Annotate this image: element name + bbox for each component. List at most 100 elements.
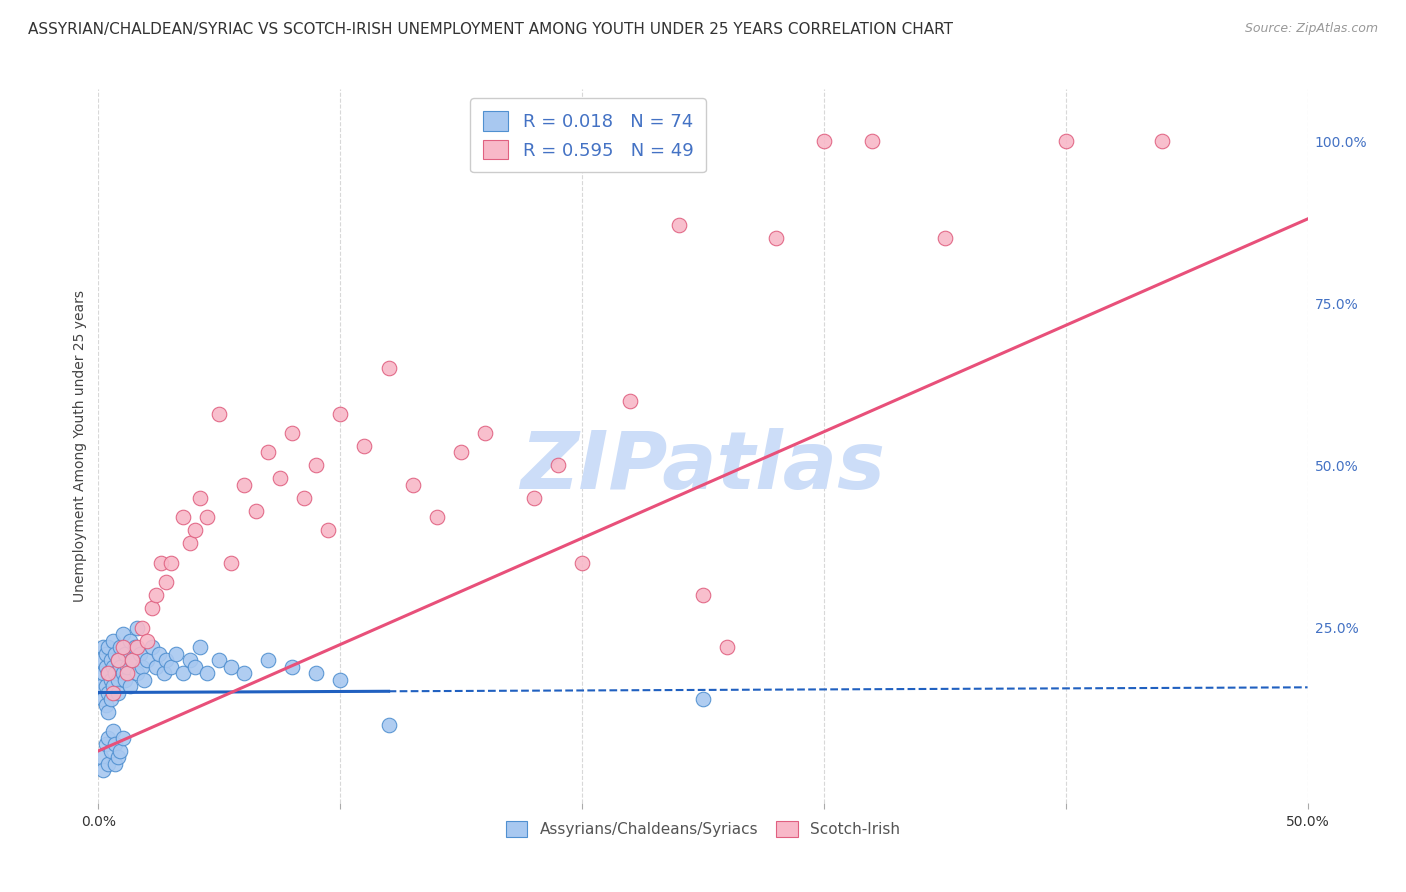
Point xyxy=(860,134,883,148)
Point xyxy=(547,458,569,473)
Point xyxy=(128,647,150,661)
Point xyxy=(145,588,167,602)
Point xyxy=(104,647,127,661)
Point xyxy=(1054,134,1077,148)
Text: ASSYRIAN/CHALDEAN/SYRIAC VS SCOTCH-IRISH UNEMPLOYMENT AMONG YOUTH UNDER 25 YEARS: ASSYRIAN/CHALDEAN/SYRIAC VS SCOTCH-IRISH… xyxy=(28,22,953,37)
Point xyxy=(90,750,112,764)
Point xyxy=(152,666,174,681)
Point xyxy=(256,445,278,459)
Point xyxy=(97,666,120,681)
Point xyxy=(131,621,153,635)
Point xyxy=(523,491,546,505)
Point xyxy=(107,673,129,687)
Point xyxy=(195,666,218,681)
Point xyxy=(117,659,139,673)
Text: ZIPatlas: ZIPatlas xyxy=(520,428,886,507)
Point xyxy=(188,640,211,654)
Point xyxy=(232,666,254,681)
Point xyxy=(179,536,201,550)
Point xyxy=(813,134,835,148)
Point xyxy=(91,692,114,706)
Point xyxy=(131,659,153,673)
Point xyxy=(184,524,207,538)
Point xyxy=(160,659,183,673)
Point xyxy=(134,673,156,687)
Point xyxy=(97,640,120,654)
Point xyxy=(165,647,187,661)
Point xyxy=(97,731,120,745)
Point xyxy=(127,640,149,654)
Point xyxy=(692,588,714,602)
Point xyxy=(94,698,117,713)
Point xyxy=(426,510,449,524)
Point xyxy=(101,685,124,699)
Point xyxy=(107,750,129,764)
Point xyxy=(160,556,183,570)
Point xyxy=(108,659,131,673)
Point xyxy=(100,692,122,706)
Point xyxy=(101,659,124,673)
Point xyxy=(107,653,129,667)
Point xyxy=(107,653,129,667)
Point xyxy=(208,407,231,421)
Point xyxy=(179,653,201,667)
Text: Source: ZipAtlas.com: Source: ZipAtlas.com xyxy=(1244,22,1378,36)
Point xyxy=(208,653,231,667)
Point xyxy=(281,425,304,440)
Point xyxy=(195,510,218,524)
Point xyxy=(114,673,136,687)
Point xyxy=(101,679,124,693)
Point xyxy=(135,653,157,667)
Point xyxy=(127,621,149,635)
Point xyxy=(91,666,114,681)
Point xyxy=(114,647,136,661)
Point xyxy=(256,653,278,667)
Point xyxy=(101,724,124,739)
Point xyxy=(765,231,787,245)
Point xyxy=(377,361,399,376)
Point xyxy=(148,647,170,661)
Point xyxy=(94,659,117,673)
Point xyxy=(108,744,131,758)
Point xyxy=(172,510,194,524)
Point xyxy=(94,679,117,693)
Point xyxy=(90,653,112,667)
Point xyxy=(281,659,304,673)
Point xyxy=(145,659,167,673)
Point xyxy=(402,478,425,492)
Point xyxy=(111,640,134,654)
Point xyxy=(716,640,738,654)
Point xyxy=(97,666,120,681)
Point xyxy=(101,633,124,648)
Point xyxy=(127,666,149,681)
Point xyxy=(221,659,243,673)
Point xyxy=(91,764,114,778)
Point xyxy=(305,458,328,473)
Legend: Assyrians/Chaldeans/Syriacs, Scotch-Irish: Assyrians/Chaldeans/Syriacs, Scotch-Iris… xyxy=(498,814,908,845)
Point xyxy=(305,666,328,681)
Point xyxy=(155,653,177,667)
Point xyxy=(100,673,122,687)
Point xyxy=(111,627,134,641)
Point xyxy=(292,491,315,505)
Point xyxy=(184,659,207,673)
Point xyxy=(619,393,641,408)
Point xyxy=(934,231,956,245)
Point xyxy=(111,731,134,745)
Point xyxy=(118,633,141,648)
Point xyxy=(111,666,134,681)
Point xyxy=(474,425,496,440)
Point xyxy=(104,666,127,681)
Point xyxy=(94,738,117,752)
Point xyxy=(155,575,177,590)
Point xyxy=(141,601,163,615)
Point xyxy=(100,744,122,758)
Point xyxy=(107,685,129,699)
Point xyxy=(221,556,243,570)
Point xyxy=(108,640,131,654)
Point xyxy=(104,756,127,771)
Point xyxy=(245,504,267,518)
Point xyxy=(668,219,690,233)
Point xyxy=(100,653,122,667)
Point xyxy=(104,738,127,752)
